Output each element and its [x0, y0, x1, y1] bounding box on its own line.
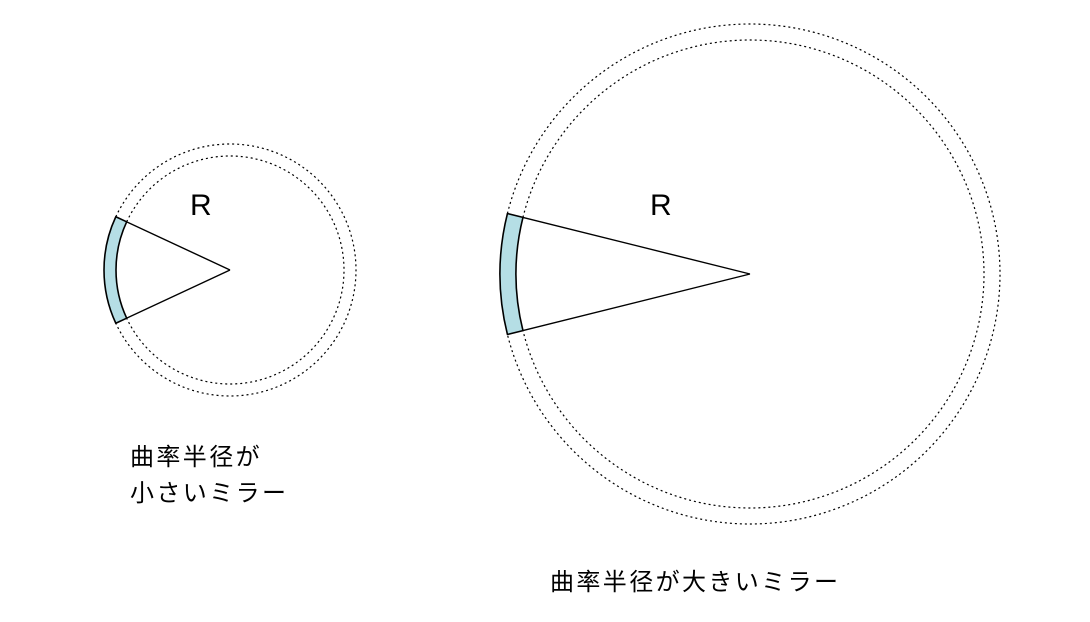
large-mirror-radius-label: R [650, 189, 672, 222]
small-mirror-radius-label: R [190, 189, 212, 222]
small-mirror-inner-dashed-circle [127, 156, 344, 384]
diagram-svg: RR [0, 0, 1090, 622]
large-mirror-radius-line-upper [523, 274, 750, 331]
large-mirror-radius-line-lower [523, 217, 750, 274]
small-mirror-outer-dashed-circle [116, 144, 356, 396]
small-mirror-mirror-arc [104, 217, 127, 323]
large-mirror-inner-dashed-circle [523, 40, 984, 508]
large-mirror-group: R [500, 24, 1000, 524]
small-mirror-radius-line-upper [127, 270, 230, 318]
small-mirror-group: R [104, 144, 356, 396]
caption-large-mirror: 曲率半径が大きいミラー [550, 565, 840, 601]
large-mirror-mirror-arc [500, 214, 523, 335]
caption-small-mirror: 曲率半径が 小さいミラー [130, 440, 288, 512]
large-mirror-outer-dashed-circle [507, 24, 1000, 524]
small-mirror-radius-line-lower [127, 222, 230, 270]
